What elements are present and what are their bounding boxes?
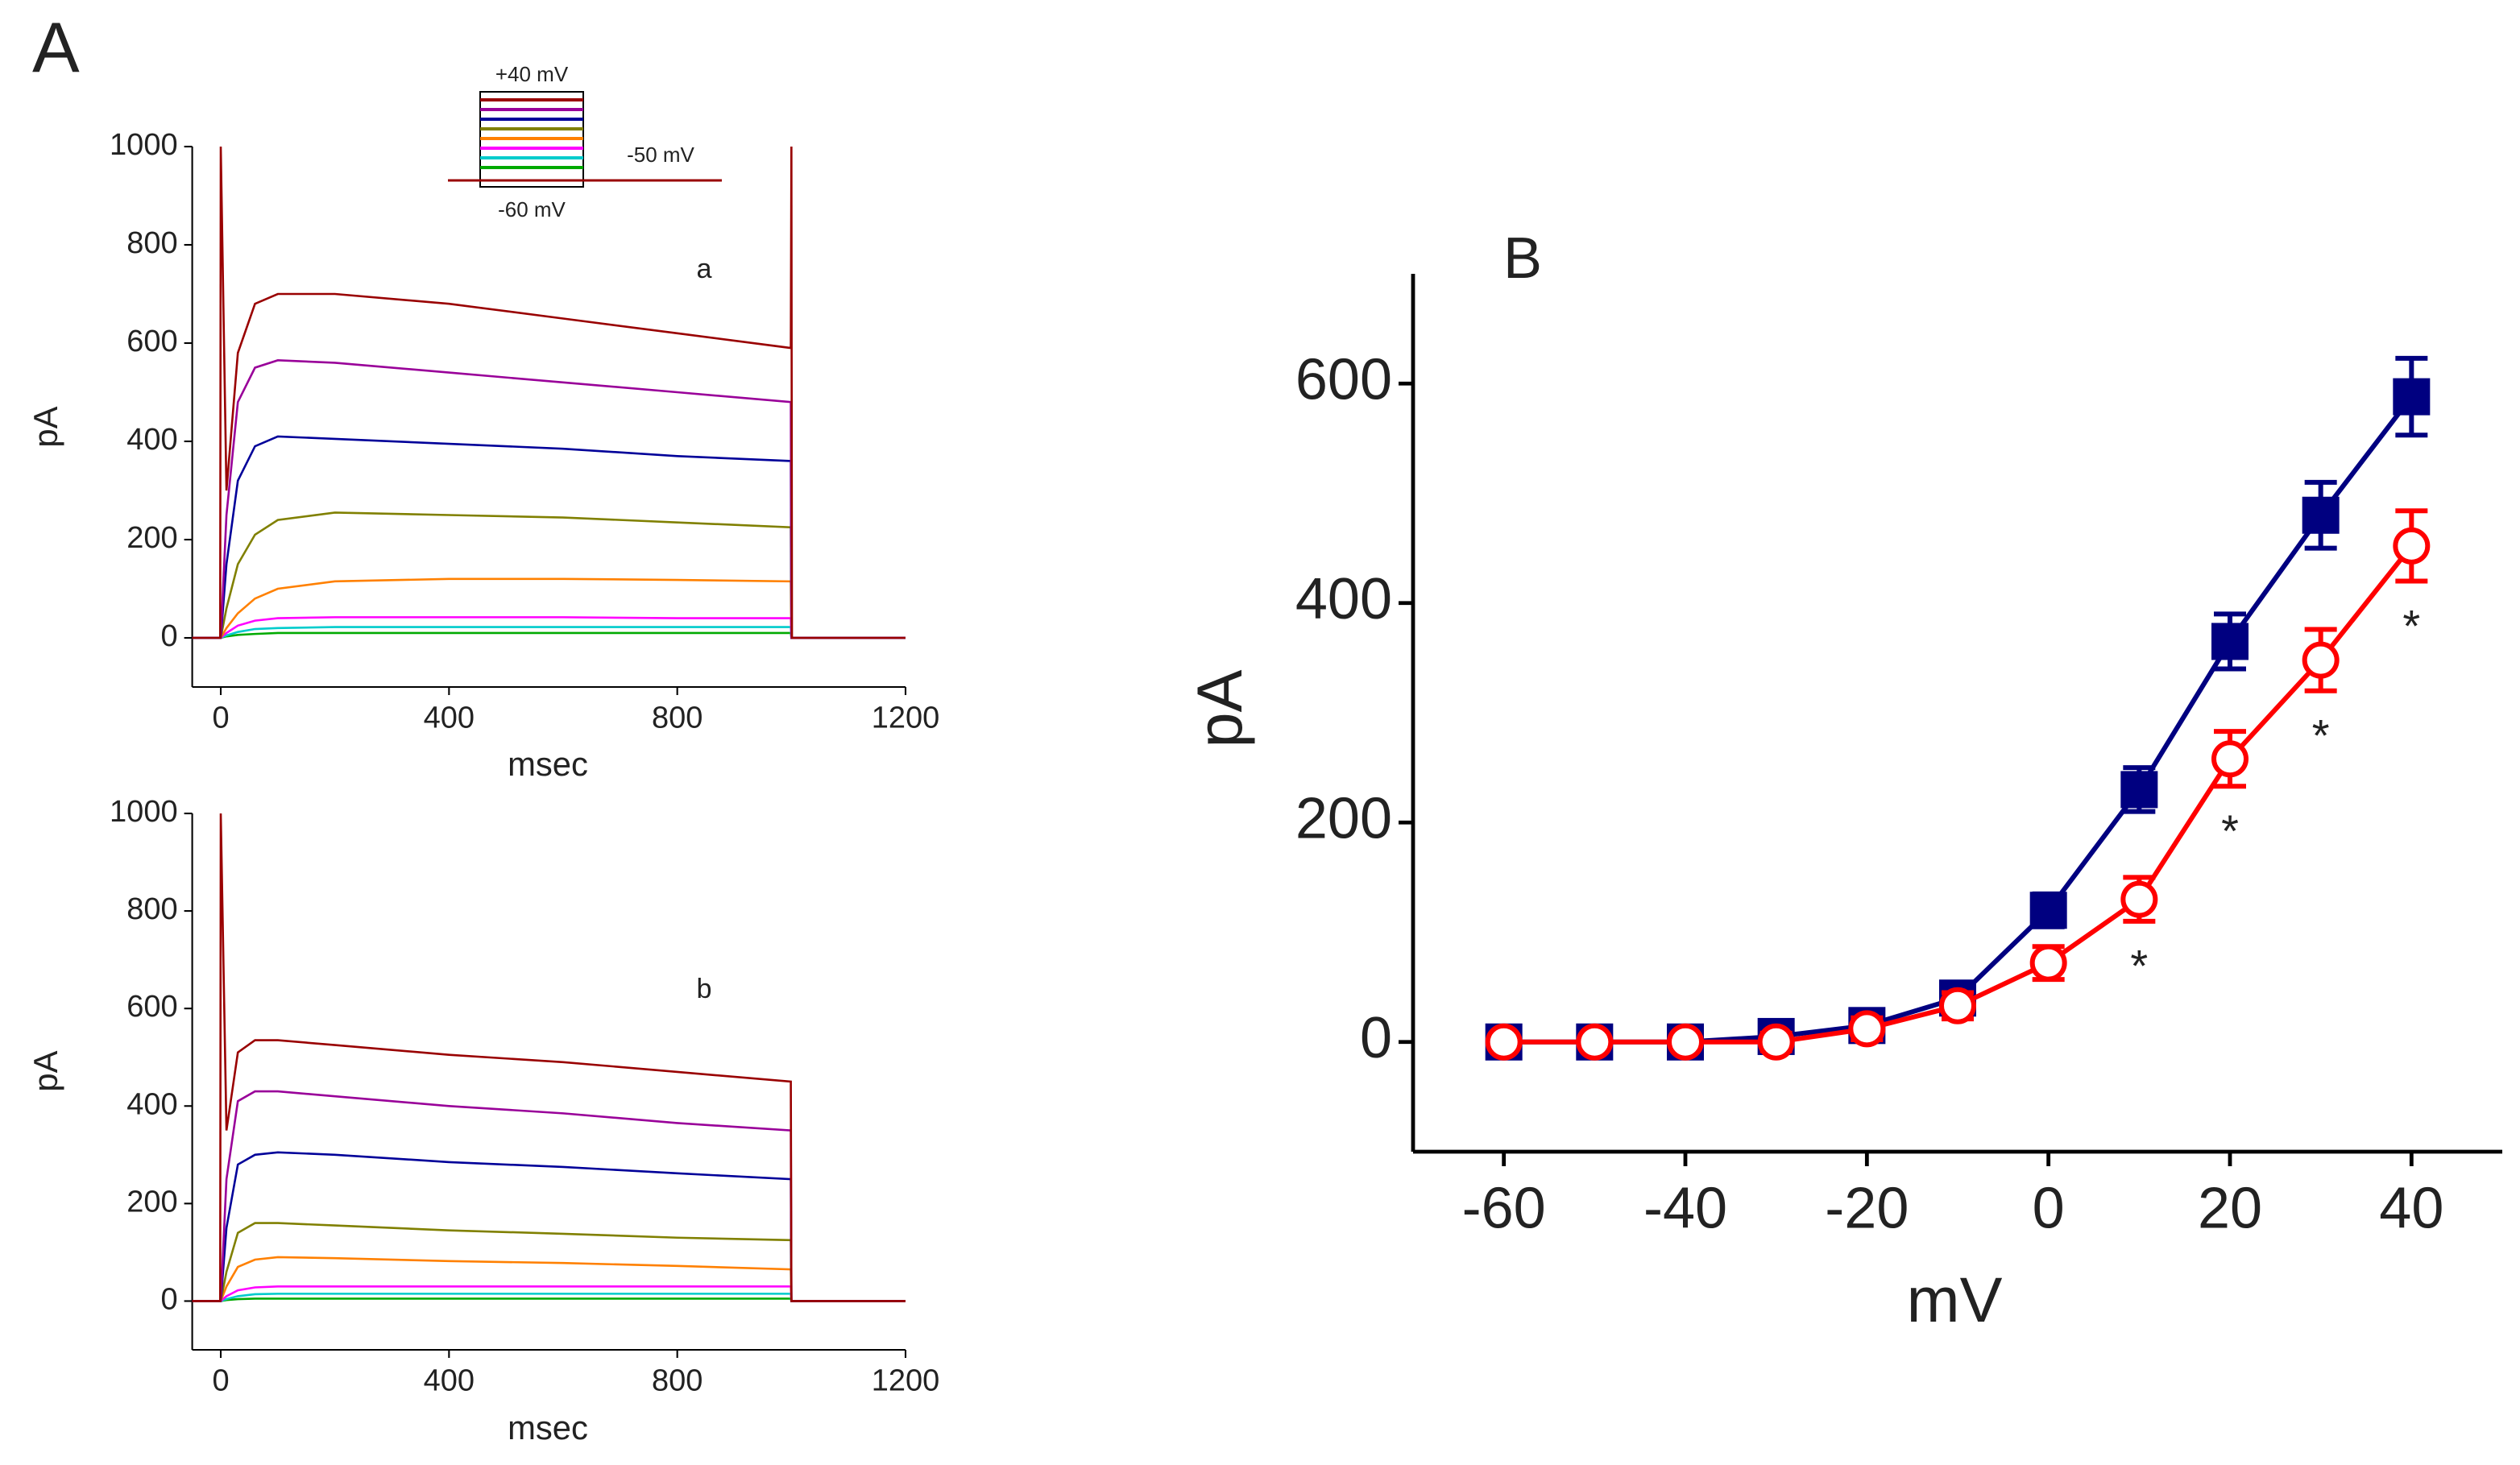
y-tick-label: 800 xyxy=(126,892,177,926)
y-tick-label: 600 xyxy=(126,325,177,358)
marker xyxy=(2029,944,2067,982)
data-line xyxy=(192,1090,906,1302)
x-tick-label: 40 xyxy=(2379,1177,2443,1241)
marker xyxy=(1576,1023,1614,1061)
significance-mark: * xyxy=(2402,600,2420,651)
x-tick-label: 0 xyxy=(212,701,229,735)
significance-mark: * xyxy=(2312,710,2330,761)
x-tick-label: 800 xyxy=(652,1364,703,1397)
marker xyxy=(1757,1023,1795,1061)
panel-title: B xyxy=(1503,226,1542,291)
x-axis-label: msec xyxy=(508,1409,588,1446)
inset-label: -60 mV xyxy=(498,197,566,221)
x-tick-label: 1200 xyxy=(872,1364,940,1397)
marker xyxy=(2120,880,2158,918)
inset-label: -50 mV xyxy=(627,143,694,167)
marker xyxy=(2211,740,2249,778)
marker xyxy=(2393,527,2431,565)
annotation: b xyxy=(696,974,711,1004)
marker xyxy=(2029,892,2067,929)
y-axis-label: pA xyxy=(1183,669,1255,747)
data-line xyxy=(192,146,906,639)
y-tick-label: 0 xyxy=(1360,1006,1392,1070)
x-tick-label: 400 xyxy=(424,1364,475,1397)
y-tick-label: 400 xyxy=(126,423,177,457)
significance-mark: * xyxy=(2221,805,2239,856)
x-tick-label: -40 xyxy=(1643,1177,1727,1241)
y-axis-label: pA xyxy=(27,406,64,447)
x-axis-label: msec xyxy=(508,745,588,783)
x-tick-label: -20 xyxy=(1825,1177,1909,1241)
y-tick-label: 1000 xyxy=(110,128,178,162)
y-tick-label: 200 xyxy=(126,1185,177,1219)
marker xyxy=(1485,1023,1523,1061)
marker xyxy=(2302,496,2340,534)
annotation: a xyxy=(696,254,712,284)
data-line xyxy=(1503,544,2414,1045)
y-tick-label: 600 xyxy=(126,990,177,1024)
x-tick-label: 1200 xyxy=(872,701,940,735)
marker xyxy=(2120,771,2158,809)
data-line xyxy=(192,813,906,1302)
data-line xyxy=(192,435,906,639)
marker xyxy=(2211,623,2249,660)
y-tick-label: 0 xyxy=(160,1282,177,1316)
y-tick-label: 400 xyxy=(1295,567,1392,631)
marker xyxy=(2393,378,2431,416)
panel-label: A xyxy=(32,7,80,87)
y-tick-label: 1000 xyxy=(110,795,178,829)
x-tick-label: 800 xyxy=(652,701,703,735)
significance-mark: * xyxy=(2130,941,2148,991)
data-line xyxy=(192,577,906,639)
inset-label: +40 mV xyxy=(495,62,569,86)
y-tick-label: 0 xyxy=(160,619,177,653)
data-line xyxy=(1503,395,2414,1045)
x-tick-label: 0 xyxy=(212,1364,229,1397)
y-tick-label: 800 xyxy=(126,226,177,260)
marker xyxy=(1848,1010,1886,1048)
marker xyxy=(1939,987,1976,1024)
y-tick-label: 200 xyxy=(126,521,177,555)
data-line xyxy=(192,1293,906,1302)
data-line xyxy=(192,1151,906,1302)
x-tick-label: -60 xyxy=(1462,1177,1546,1241)
x-tick-label: 0 xyxy=(2033,1177,2065,1241)
data-line xyxy=(192,511,906,639)
x-tick-label: 20 xyxy=(2198,1177,2262,1241)
marker xyxy=(1667,1023,1704,1061)
y-axis-label: pA xyxy=(27,1050,64,1091)
x-axis-label: mV xyxy=(1907,1264,2003,1335)
y-tick-label: 400 xyxy=(126,1087,177,1121)
y-tick-label: 200 xyxy=(1295,786,1392,850)
y-tick-label: 600 xyxy=(1295,347,1392,412)
x-tick-label: 400 xyxy=(424,701,475,735)
marker xyxy=(2302,641,2340,679)
data-line xyxy=(192,359,906,639)
voltage-protocol-inset: +40 mV -50 mV -60 mV xyxy=(448,62,722,221)
